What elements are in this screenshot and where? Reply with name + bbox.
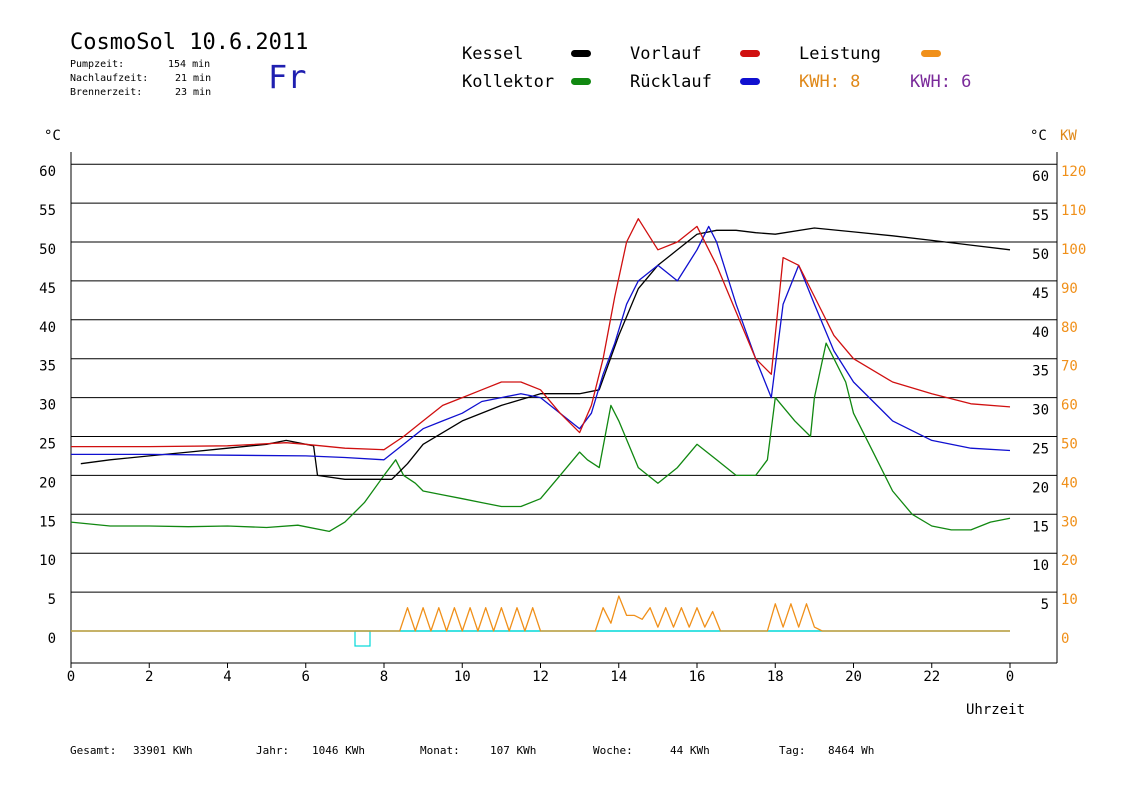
y-right-kw-tick-label: 110 bbox=[1061, 203, 1086, 219]
y-right-kw-tick-label: 70 bbox=[1061, 359, 1078, 375]
footer-monat-label: Monat: bbox=[420, 744, 460, 757]
y-left-tick-label: 35 bbox=[39, 359, 56, 375]
y-right-tick-label: 40 bbox=[1032, 325, 1049, 341]
y-right-tick-label: 60 bbox=[1032, 169, 1049, 185]
x-tick-label: 0 bbox=[1006, 669, 1014, 685]
y-right-tick-label: 25 bbox=[1032, 442, 1049, 458]
footer-woche-value: 44 KWh bbox=[670, 744, 710, 757]
legend-leistung-label: Leistung bbox=[799, 44, 881, 64]
y-right-kw-tick-label: 30 bbox=[1061, 514, 1078, 530]
y-right-tick-label: 35 bbox=[1032, 364, 1049, 380]
footer-tag-label: Tag: bbox=[779, 744, 806, 757]
nachlaufzeit-label: Nachlaufzeit: bbox=[70, 73, 149, 84]
series-kessel bbox=[80, 227, 1011, 480]
footer-woche-label: Woche: bbox=[593, 744, 633, 757]
y-left-tick-label: 60 bbox=[39, 164, 56, 180]
legend-kessel-swatch bbox=[571, 50, 591, 57]
y-left-tick-label: 5 bbox=[48, 592, 56, 608]
y-left-tick-label: 40 bbox=[39, 320, 56, 336]
footer-jahr-value: 1046 KWh bbox=[312, 744, 365, 757]
y-left-tick-label: 55 bbox=[39, 203, 56, 219]
y-right-kw-tick-label: 0 bbox=[1061, 631, 1069, 647]
y-right-kw-tick-label: 40 bbox=[1061, 475, 1078, 491]
x-tick-label: 10 bbox=[454, 669, 471, 685]
y-left-tick-label: 30 bbox=[39, 398, 56, 414]
y-right-tick-label: 55 bbox=[1032, 208, 1049, 224]
series-lines bbox=[70, 218, 1011, 647]
y-right-tick-label: 5 bbox=[1041, 597, 1049, 613]
y-right-kw-tick-label: 20 bbox=[1061, 553, 1078, 569]
series-kollektor bbox=[70, 342, 1011, 533]
nachlaufzeit-value: 21 min bbox=[175, 73, 212, 84]
x-tick-label: 0 bbox=[67, 669, 75, 685]
x-tick-label: 14 bbox=[610, 669, 627, 685]
y-right-tick-label: 45 bbox=[1032, 286, 1049, 302]
left-axis-unit: °C bbox=[44, 128, 61, 144]
y-right-tick-label: 15 bbox=[1032, 519, 1049, 535]
x-tick-label: 12 bbox=[532, 669, 549, 685]
legend-kwh-orange: KWH: 8 bbox=[799, 72, 861, 92]
x-tick-label: 18 bbox=[767, 669, 784, 685]
brennerzeit-label: Brennerzeit: bbox=[70, 87, 143, 98]
y-left-tick-label: 0 bbox=[48, 631, 56, 647]
footer-gesamt-value: 33901 KWh bbox=[133, 744, 193, 757]
grid-lines bbox=[71, 163, 1057, 593]
series-ruecklauf bbox=[71, 225, 1011, 461]
series-leistung bbox=[71, 595, 1010, 632]
y-right-kw-tick-label: 60 bbox=[1061, 398, 1078, 414]
legend-ruecklauf-swatch bbox=[740, 78, 760, 85]
series-vorlauf bbox=[71, 218, 1011, 451]
pumpzeit-value: 154 min bbox=[168, 59, 211, 70]
legend-kollektor-swatch bbox=[571, 78, 591, 85]
y-right-kw-tick-label: 50 bbox=[1061, 437, 1078, 453]
footer-monat-value: 107 KWh bbox=[490, 744, 537, 757]
y-right-tick-label: 50 bbox=[1032, 247, 1049, 263]
x-tick-label: 20 bbox=[845, 669, 862, 685]
legend-kwh-purple: KWH: 6 bbox=[910, 72, 972, 92]
y-right-kw-tick-label: 80 bbox=[1061, 320, 1078, 336]
right-axis-unit-kw: KW bbox=[1060, 128, 1077, 144]
x-tick-label: 8 bbox=[380, 669, 388, 685]
legend-leistung-swatch bbox=[921, 50, 941, 57]
tick-labels: 0 2 4 6 8 10 12 14 16 18 20 22 005101520253035404550… bbox=[39, 164, 1086, 685]
right-axis-unit: °C bbox=[1030, 128, 1047, 144]
marker-square bbox=[354, 630, 371, 647]
footer-gesamt-label: Gesamt: bbox=[70, 744, 117, 757]
footer-tag-value: 8464 Wh bbox=[828, 744, 875, 757]
pumpzeit-label: Pumpzeit: bbox=[70, 59, 125, 70]
x-tick-label: 2 bbox=[145, 669, 153, 685]
y-right-kw-tick-label: 10 bbox=[1061, 592, 1078, 608]
y-left-tick-label: 20 bbox=[39, 475, 56, 491]
x-tick-label: 22 bbox=[923, 669, 940, 685]
y-left-tick-label: 50 bbox=[39, 242, 56, 258]
x-tick-label: 16 bbox=[689, 669, 706, 685]
y-right-kw-tick-label: 90 bbox=[1061, 281, 1078, 297]
weekday-label: Fr bbox=[268, 58, 307, 96]
y-right-kw-tick-label: 100 bbox=[1061, 242, 1086, 258]
footer-jahr-label: Jahr: bbox=[256, 744, 290, 757]
legend-vorlauf-swatch bbox=[740, 50, 760, 57]
y-right-tick-label: 30 bbox=[1032, 403, 1049, 419]
y-left-tick-label: 45 bbox=[39, 281, 56, 297]
y-left-tick-label: 25 bbox=[39, 437, 56, 453]
x-tick-label: 6 bbox=[302, 669, 310, 685]
legend-ruecklauf-label: Rücklauf bbox=[630, 72, 712, 92]
legend-kollektor-label: Kollektor bbox=[462, 72, 555, 92]
y-right-tick-label: 10 bbox=[1032, 558, 1049, 574]
y-left-tick-label: 10 bbox=[39, 553, 56, 569]
x-axis-label: Uhrzeit bbox=[966, 702, 1026, 718]
y-right-tick-label: 20 bbox=[1032, 480, 1049, 496]
y-left-tick-label: 15 bbox=[39, 514, 56, 530]
legend-vorlauf-label: Vorlauf bbox=[630, 44, 702, 64]
brennerzeit-value: 23 min bbox=[175, 87, 212, 98]
axis-frame bbox=[70, 152, 1058, 668]
y-right-kw-tick-label: 120 bbox=[1061, 164, 1086, 180]
legend-kessel-label: Kessel bbox=[462, 44, 524, 64]
chart-title: CosmoSol 10.6.2011 bbox=[70, 30, 309, 55]
x-tick-label: 4 bbox=[223, 669, 231, 685]
